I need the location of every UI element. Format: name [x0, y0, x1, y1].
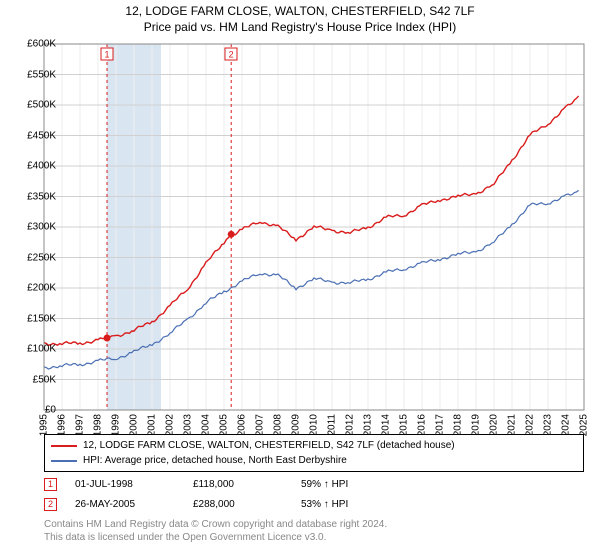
x-axis-label: 2018	[453, 414, 464, 436]
x-axis-label: 1998	[93, 414, 104, 436]
event-badge: 2	[44, 498, 57, 511]
x-axis-label: 2016	[417, 414, 428, 436]
y-axis-label: £0	[16, 405, 56, 416]
footer-line: Contains HM Land Registry data © Crown c…	[44, 518, 584, 531]
x-axis-label: 2011	[327, 414, 338, 436]
event-pct: 59% ↑ HPI	[301, 479, 391, 490]
x-axis-label: 2010	[309, 414, 320, 436]
x-axis-label: 1997	[75, 414, 86, 436]
x-axis-label: 1999	[111, 414, 122, 436]
event-pct: 53% ↑ HPI	[301, 499, 391, 510]
x-axis-label: 2019	[471, 414, 482, 436]
x-axis-label: 2025	[579, 414, 590, 436]
x-axis-label: 2024	[561, 414, 572, 436]
event-badge: 1	[44, 478, 57, 491]
x-axis-label: 2003	[183, 414, 194, 436]
event-marker-badge: 2	[225, 48, 238, 61]
x-axis-label: 2020	[489, 414, 500, 436]
x-axis-label: 2013	[363, 414, 374, 436]
event-price: £288,000	[193, 499, 283, 510]
x-axis-label: 2014	[381, 414, 392, 436]
chart-plot-area: 12	[44, 44, 584, 410]
x-axis-label: 2008	[273, 414, 284, 436]
event-row: 1 01-JUL-1998 £118,000 59% ↑ HPI	[44, 474, 584, 494]
x-axis-label: 2002	[165, 414, 176, 436]
x-axis-label: 2017	[435, 414, 446, 436]
y-axis-label: £50K	[16, 374, 56, 385]
y-axis-label: £600K	[16, 39, 56, 50]
x-axis-label: 2015	[399, 414, 410, 436]
y-axis-label: £450K	[16, 130, 56, 141]
event-date: 26-MAY-2005	[75, 499, 175, 510]
legend-label: 12, LODGE FARM CLOSE, WALTON, CHESTERFIE…	[83, 440, 455, 451]
x-axis-label: 2000	[129, 414, 140, 436]
y-axis-label: £200K	[16, 283, 56, 294]
x-axis-label: 2023	[543, 414, 554, 436]
y-axis-label: £350K	[16, 191, 56, 202]
legend-row: HPI: Average price, detached house, Nort…	[51, 453, 577, 468]
y-axis-label: £500K	[16, 100, 56, 111]
chart-title-line1: 12, LODGE FARM CLOSE, WALTON, CHESTERFIE…	[0, 4, 600, 18]
y-axis-label: £400K	[16, 161, 56, 172]
x-axis-label: 2001	[147, 414, 158, 436]
event-price: £118,000	[193, 479, 283, 490]
legend-label: HPI: Average price, detached house, Nort…	[83, 455, 347, 466]
x-axis-label: 1996	[57, 414, 68, 436]
x-axis-label: 2009	[291, 414, 302, 436]
x-axis-label: 2021	[507, 414, 518, 436]
chart-title-line2: Price paid vs. HM Land Registry's House …	[0, 20, 600, 34]
y-axis-label: £100K	[16, 344, 56, 355]
x-axis-label: 2012	[345, 414, 356, 436]
event-row: 2 26-MAY-2005 £288,000 53% ↑ HPI	[44, 494, 584, 514]
legend-swatch	[51, 445, 77, 447]
y-axis-label: £150K	[16, 313, 56, 324]
x-axis-label: 2007	[255, 414, 266, 436]
event-marker-badge: 1	[101, 48, 114, 61]
event-table: 1 01-JUL-1998 £118,000 59% ↑ HPI 2 26-MA…	[44, 474, 584, 514]
y-axis-label: £550K	[16, 69, 56, 80]
y-axis-label: £300K	[16, 222, 56, 233]
footer: Contains HM Land Registry data © Crown c…	[44, 518, 584, 544]
x-axis-label: 2005	[219, 414, 230, 436]
x-axis-label: 2022	[525, 414, 536, 436]
footer-line: This data is licensed under the Open Gov…	[44, 531, 584, 544]
x-axis-label: 2004	[201, 414, 212, 436]
legend-row: 12, LODGE FARM CLOSE, WALTON, CHESTERFIE…	[51, 438, 577, 453]
legend-swatch	[51, 460, 77, 462]
x-axis-label: 2006	[237, 414, 248, 436]
y-axis-label: £250K	[16, 252, 56, 263]
legend: 12, LODGE FARM CLOSE, WALTON, CHESTERFIE…	[44, 434, 584, 472]
event-date: 01-JUL-1998	[75, 479, 175, 490]
x-axis-label: 1995	[39, 414, 50, 436]
